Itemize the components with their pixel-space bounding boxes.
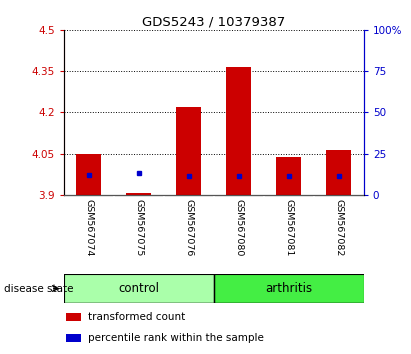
Text: arthritis: arthritis	[265, 282, 312, 295]
Bar	[226, 67, 251, 195]
Text: transformed count: transformed count	[88, 312, 185, 322]
Bar	[214, 274, 364, 303]
Text: GSM567075: GSM567075	[134, 199, 143, 256]
Title: GDS5243 / 10379387: GDS5243 / 10379387	[142, 16, 285, 29]
Bar	[67, 333, 81, 342]
Text: GSM567081: GSM567081	[284, 199, 293, 256]
Text: disease state: disease state	[4, 284, 74, 293]
Bar	[276, 157, 301, 195]
Bar	[64, 274, 214, 303]
Bar	[67, 313, 81, 321]
Text: GSM567082: GSM567082	[334, 199, 343, 256]
Bar	[326, 150, 351, 195]
Text: percentile rank within the sample: percentile rank within the sample	[88, 333, 264, 343]
Bar	[126, 193, 151, 195]
Text: GSM567080: GSM567080	[234, 199, 243, 256]
Text: control: control	[118, 282, 159, 295]
Bar	[76, 154, 101, 195]
Bar	[176, 108, 201, 195]
Text: GSM567074: GSM567074	[84, 199, 93, 256]
Text: GSM567076: GSM567076	[184, 199, 193, 256]
